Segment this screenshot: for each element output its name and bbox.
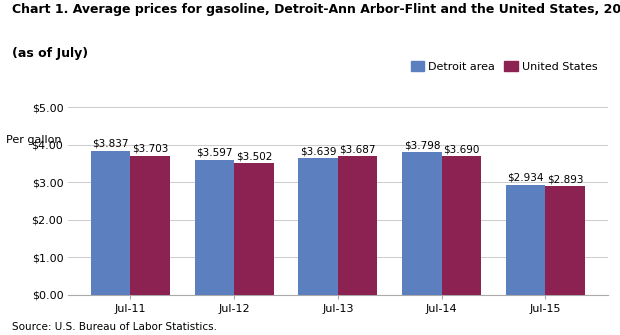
Legend: Detroit area, United States: Detroit area, United States [406, 57, 602, 76]
Text: Source: U.S. Bureau of Labor Statistics.: Source: U.S. Bureau of Labor Statistics. [12, 322, 218, 332]
Bar [506, 185, 546, 295]
Text: Per gallon: Per gallon [6, 135, 62, 145]
Text: $3.597: $3.597 [196, 148, 232, 158]
Bar [338, 156, 378, 295]
Text: $3.502: $3.502 [236, 151, 272, 161]
Bar [546, 186, 585, 295]
Bar [91, 151, 130, 295]
Bar [234, 163, 273, 295]
Text: $3.687: $3.687 [339, 145, 376, 154]
Bar [130, 156, 170, 295]
Text: Chart 1. Average prices for gasoline, Detroit-Ann Arbor-Flint and the United Sta: Chart 1. Average prices for gasoline, De… [12, 3, 620, 16]
Bar [402, 152, 441, 295]
Text: $3.798: $3.798 [404, 140, 440, 150]
Text: $3.703: $3.703 [132, 144, 169, 154]
Text: (as of July): (as of July) [12, 47, 89, 60]
Text: $3.690: $3.690 [443, 144, 479, 154]
Bar [195, 160, 234, 295]
Text: $2.893: $2.893 [547, 175, 583, 184]
Text: $3.837: $3.837 [92, 139, 129, 149]
Bar [298, 158, 338, 295]
Bar [441, 156, 481, 295]
Text: $2.934: $2.934 [507, 173, 544, 183]
Text: $3.639: $3.639 [300, 146, 337, 156]
